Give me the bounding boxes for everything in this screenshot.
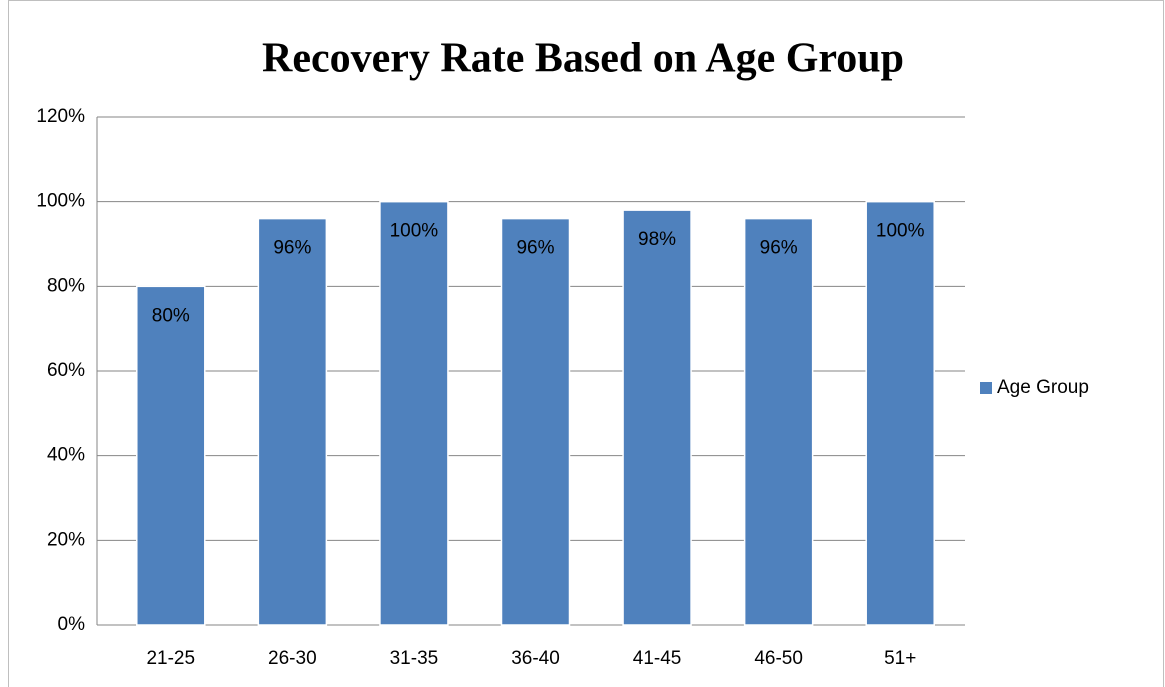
x-tick-label: 46-50 [754,648,803,669]
y-tick-label: 60% [47,360,85,381]
legend-swatch [980,382,992,394]
y-tick-label: 40% [47,445,85,466]
x-tick-label: 31-35 [390,648,439,669]
y-tick-label: 120% [36,106,85,127]
x-tick-label: 51+ [884,648,916,669]
data-label: 96% [516,238,554,259]
x-tick-label: 36-40 [511,648,560,669]
bar [622,209,692,626]
bar [257,217,328,626]
bar [743,217,814,626]
data-label: 96% [273,238,311,259]
data-label: 98% [638,229,676,250]
x-tick-label: 21-25 [146,648,195,669]
y-tick-label: 0% [58,614,86,635]
y-tick-label: 80% [47,275,85,296]
chart-title: Recovery Rate Based on Age Group [262,36,904,82]
bar [136,285,206,626]
data-label: 96% [760,238,798,259]
data-label: 100% [390,221,439,242]
bar [379,200,449,626]
x-tick-label: 26-30 [268,648,317,669]
y-tick-label: 20% [47,529,85,550]
x-tick-label: 41-45 [633,648,682,669]
data-label: 80% [152,305,190,326]
bar [865,200,935,626]
y-tick-label: 100% [36,191,85,212]
data-label: 100% [876,221,925,242]
legend-label: Age Group [997,377,1089,398]
bar [500,217,571,626]
